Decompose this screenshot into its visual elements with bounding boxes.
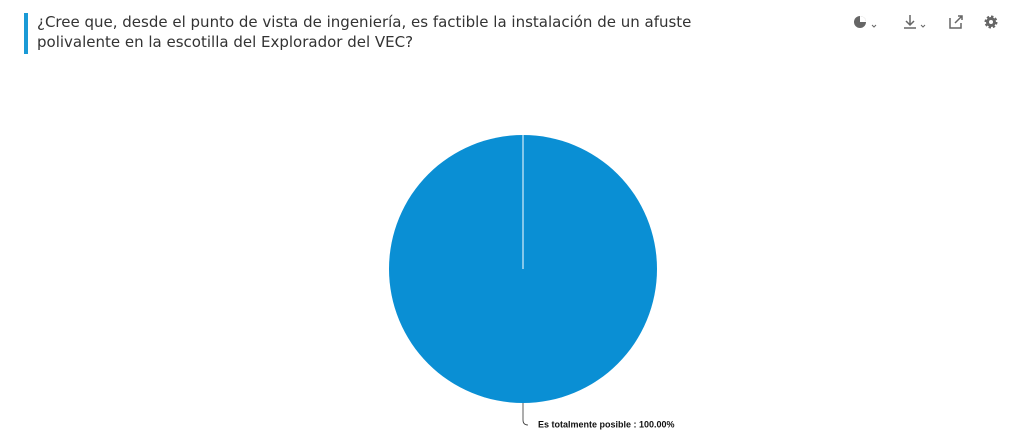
chart-title: ¿Cree que, desde el punto de vista de in… [37, 13, 692, 51]
label-leader [522, 403, 529, 426]
download-button[interactable] [904, 15, 926, 29]
share-button[interactable] [949, 15, 963, 29]
title-accent [24, 13, 28, 54]
toolbar [854, 15, 998, 29]
data-label: Es totalmente posible : 100.00% [538, 419, 675, 429]
settings-button[interactable] [984, 15, 998, 29]
chart-type-button[interactable] [854, 16, 877, 28]
